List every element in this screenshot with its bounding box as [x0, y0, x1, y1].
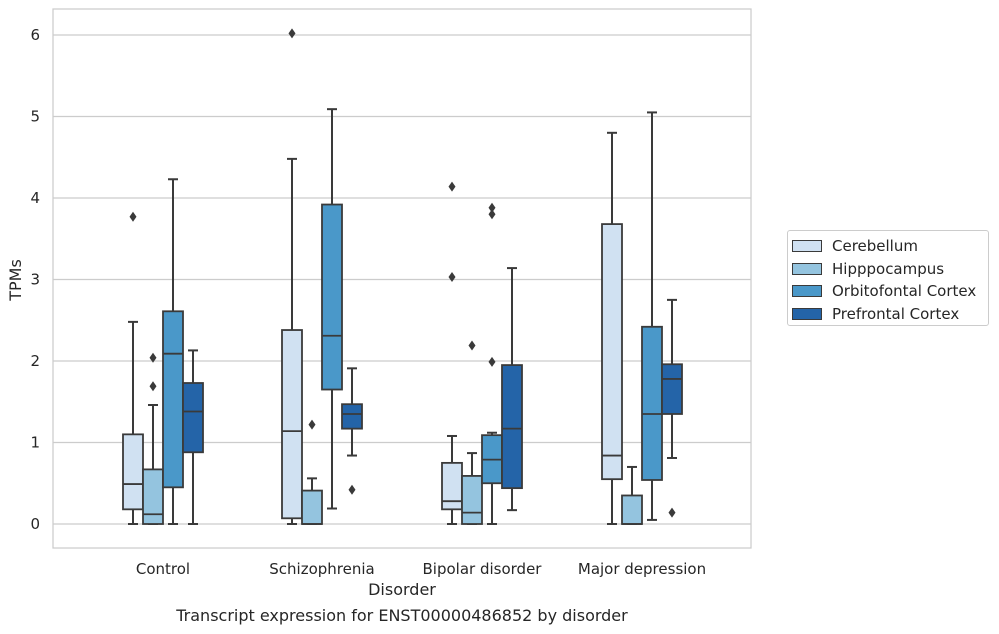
- box: [162, 310, 184, 489]
- x-tick-labels: Control Schizophrenia Bipolar disorder Majo…: [136, 560, 706, 578]
- box: [281, 329, 303, 520]
- box-3-2: [321, 108, 343, 510]
- legend-entry: Orbitofontal Cortex: [792, 280, 988, 303]
- outlier-point: [468, 340, 476, 351]
- legend-swatch: [792, 240, 822, 253]
- box: [621, 494, 643, 525]
- legend: Cerebellum Hipppocampus Orbitofontal Corte…: [787, 230, 989, 326]
- legend-label: Prefrontal Cortex: [832, 304, 960, 323]
- x-axis-title: Disorder: [368, 580, 436, 599]
- box: [641, 325, 663, 481]
- box-1-1: [122, 211, 144, 525]
- legend-entry: Hipppocampus: [792, 258, 988, 281]
- box: [301, 489, 323, 525]
- legend-entry: Prefrontal Cortex: [792, 303, 988, 326]
- box: [461, 475, 483, 525]
- box-2-2: [301, 419, 323, 525]
- outlier-point: [488, 209, 496, 220]
- box: [501, 364, 523, 490]
- legend-entry: Cerebellum: [792, 235, 988, 258]
- box: [122, 433, 144, 511]
- legend-label: Orbitofontal Cortex: [832, 282, 977, 301]
- y-tick-labels: 0 1 2 3 4 5 6: [30, 26, 40, 533]
- box: [601, 223, 623, 481]
- outlier-point: [348, 484, 356, 495]
- legend-swatch: [792, 307, 822, 320]
- outlier-point: [448, 181, 456, 192]
- outlier-point: [448, 272, 456, 283]
- legend-label: Hipppocampus: [832, 259, 945, 278]
- y-tick-label: 0: [30, 515, 40, 533]
- x-tick-label: Major depression: [578, 560, 706, 578]
- box-2-4: [621, 465, 643, 525]
- outlier-point: [149, 381, 157, 392]
- x-tick-label: Schizophrenia: [269, 560, 374, 578]
- x-tick-label: Control: [136, 560, 190, 578]
- box: [182, 382, 204, 454]
- legend-label: Cerebellum: [832, 237, 918, 256]
- y-tick-label: 4: [30, 189, 40, 207]
- legend-swatch: [792, 262, 822, 275]
- y-tick-label: 1: [30, 434, 40, 452]
- box-series: [122, 28, 683, 525]
- outlier-point: [129, 211, 137, 222]
- y-tick-label: 2: [30, 352, 40, 370]
- box-4-4: [661, 298, 683, 518]
- y-tick-label: 3: [30, 271, 40, 289]
- outlier-point: [488, 356, 496, 367]
- box: [341, 403, 363, 430]
- box-4-1: [182, 349, 204, 525]
- box: [142, 468, 164, 525]
- box-3-4: [641, 111, 663, 521]
- box-1-4: [601, 131, 623, 525]
- outlier-point: [668, 507, 676, 518]
- outlier-point: [308, 419, 316, 430]
- x-tick-label: Bipolar disorder: [423, 560, 543, 578]
- box-2-3: [461, 340, 483, 525]
- box-2-1: [142, 352, 164, 525]
- legend-swatch: [792, 285, 822, 298]
- y-axis-title: TPMs: [6, 259, 25, 302]
- box-4-2: [341, 367, 363, 495]
- y-tick-label: 6: [30, 26, 40, 44]
- chart-caption: Transcript expression for ENST0000048685…: [176, 606, 628, 625]
- box: [321, 203, 343, 391]
- box-3-1: [162, 178, 184, 525]
- box: [661, 363, 683, 415]
- box-4-3: [501, 267, 523, 512]
- y-tick-label: 5: [30, 108, 40, 126]
- box-1-2: [281, 28, 303, 525]
- outlier-point: [488, 202, 496, 213]
- outlier-point: [288, 28, 296, 39]
- box: [441, 461, 463, 511]
- outlier-point: [149, 352, 157, 363]
